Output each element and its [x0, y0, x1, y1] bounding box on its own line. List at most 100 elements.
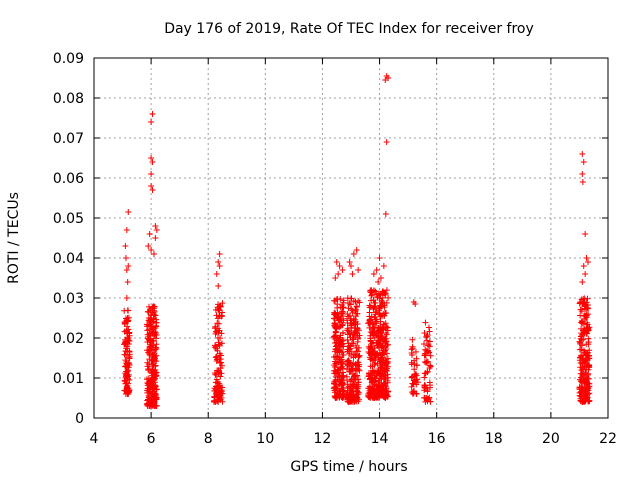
data-point: [382, 211, 389, 217]
data-point: [346, 331, 353, 338]
data-point: [411, 366, 418, 373]
data-point: [380, 381, 387, 388]
data-point: [153, 332, 160, 339]
data-point: [145, 322, 152, 329]
data-point: [371, 354, 378, 361]
data-point: [579, 179, 586, 185]
data-point: [366, 383, 373, 390]
data-point: [215, 320, 222, 327]
data-point: [123, 327, 130, 334]
data-point: [216, 342, 223, 349]
data-point: [153, 345, 160, 352]
data-point: [383, 139, 390, 145]
data-point: [582, 369, 589, 376]
y-axis-label: ROTI / TECUs: [6, 192, 22, 284]
data-point: [370, 320, 377, 327]
x-tick-label: 12: [314, 431, 332, 447]
data-point: [581, 349, 588, 356]
data-point: [124, 315, 131, 322]
data-point: [581, 357, 588, 364]
data-point: [426, 364, 433, 371]
data-point: [414, 376, 421, 383]
data-point: [124, 279, 131, 285]
data-point: [408, 359, 415, 366]
data-point: [384, 377, 391, 384]
data-point: [371, 375, 378, 382]
data-point: [421, 352, 428, 359]
data-point: [579, 372, 586, 379]
data-point: [367, 332, 374, 339]
data-point: [375, 307, 382, 314]
data-point: [371, 299, 378, 306]
data-point: [152, 335, 159, 342]
data-point: [378, 364, 385, 371]
data-point: [123, 267, 130, 273]
data-point: [336, 373, 343, 380]
data-point: [424, 368, 431, 375]
data-point: [367, 363, 374, 370]
data-point: [411, 360, 418, 367]
data-point: [145, 243, 152, 249]
data-point: [337, 295, 344, 302]
data-point: [421, 374, 428, 381]
data-point: [144, 400, 151, 407]
data-point: [371, 391, 378, 398]
data-point: [217, 303, 224, 310]
data-point: [148, 358, 155, 365]
data-point: [345, 398, 352, 405]
data-point: [122, 380, 129, 387]
data-point: [347, 301, 354, 308]
data-point: [332, 358, 339, 365]
data-point: [579, 320, 586, 327]
axes: [93, 57, 609, 419]
data-point: [423, 385, 430, 392]
data-point: [149, 361, 156, 368]
data-point: [125, 337, 132, 344]
data-point: [336, 317, 343, 324]
data-point: [421, 329, 428, 336]
data-point: [422, 398, 429, 405]
y-tick-label: 0.02: [53, 331, 84, 347]
data-point: [580, 376, 587, 383]
data-point: [378, 351, 385, 358]
data-point: [411, 377, 418, 384]
data-point: [409, 345, 416, 352]
data-point: [355, 267, 362, 273]
data-point: [331, 297, 338, 304]
data-point: [218, 388, 225, 395]
data-point: [122, 243, 129, 249]
data-point: [409, 336, 416, 343]
data-point: [356, 299, 363, 306]
data-point: [332, 346, 339, 353]
data-point: [369, 319, 376, 326]
data-point: [353, 247, 360, 253]
data-point: [375, 344, 382, 351]
data-point: [348, 263, 354, 269]
data-point: [332, 275, 339, 281]
data-point: [377, 275, 384, 281]
data-point: [212, 386, 219, 393]
data-point: [122, 340, 129, 347]
data-point: [344, 346, 351, 353]
data-point: [380, 326, 387, 333]
data-point: [146, 384, 153, 391]
data-point: [121, 377, 128, 384]
data-point: [333, 339, 340, 346]
data-point: [408, 346, 415, 353]
data-point: [578, 319, 585, 326]
data-point: [578, 296, 585, 303]
data-point: [145, 392, 152, 399]
data-point: [349, 371, 356, 378]
data-point: [212, 325, 219, 332]
data-point: [422, 319, 429, 326]
data-point: [368, 292, 375, 299]
data-point: [350, 388, 357, 395]
data-point: [582, 313, 589, 320]
data-point: [123, 318, 130, 325]
y-tick-label: 0.03: [53, 291, 84, 307]
data-point: [125, 209, 132, 215]
data-point: [585, 370, 592, 377]
data-point: [586, 390, 593, 397]
data-point: [348, 348, 355, 355]
data-point: [213, 353, 220, 360]
